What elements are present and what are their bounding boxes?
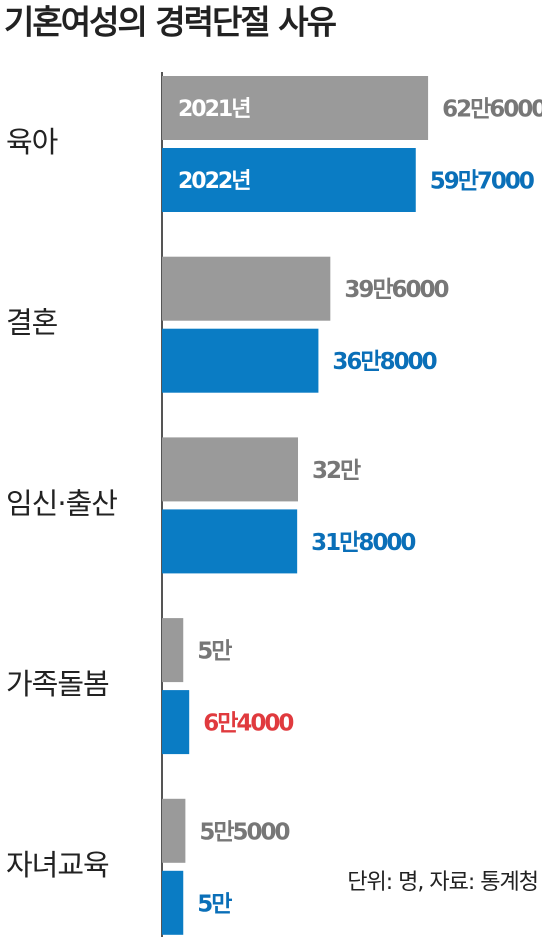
bar [162, 256, 331, 321]
value-label: 59만7000 [430, 169, 534, 195]
category-label: 자녀교육 [6, 848, 109, 882]
chart-title: 기혼여성의 경력단절 사유 [4, 3, 337, 42]
annotation: 단위: 명, 자료: 통계청 [347, 870, 538, 895]
value-label: 62만6000 [442, 97, 542, 123]
category-label: 임신·출산 [6, 486, 117, 520]
bar [162, 509, 298, 574]
bar [162, 690, 190, 755]
bar [162, 76, 429, 140]
category-label: 육아 [6, 125, 58, 159]
value-label: 6만4000 [203, 711, 293, 737]
bar [162, 148, 416, 212]
category-label: 결혼 [6, 306, 58, 340]
value-label: 5만5000 [199, 819, 289, 845]
value-label: 31만8000 [311, 530, 415, 556]
value-label: 5만 [197, 639, 232, 665]
bar [162, 328, 319, 393]
category-label: 가족돌봄 [6, 667, 109, 701]
series-label: 2022년 [178, 169, 250, 194]
value-label: 36만8000 [332, 349, 436, 375]
bar [162, 798, 186, 863]
bar [162, 437, 299, 502]
value-label: 32만 [312, 458, 361, 484]
bar [162, 870, 184, 935]
bar [162, 618, 184, 683]
value-label: 39만6000 [344, 277, 448, 303]
series-label: 2021년 [178, 97, 250, 122]
value-label: 5만 [197, 891, 232, 917]
